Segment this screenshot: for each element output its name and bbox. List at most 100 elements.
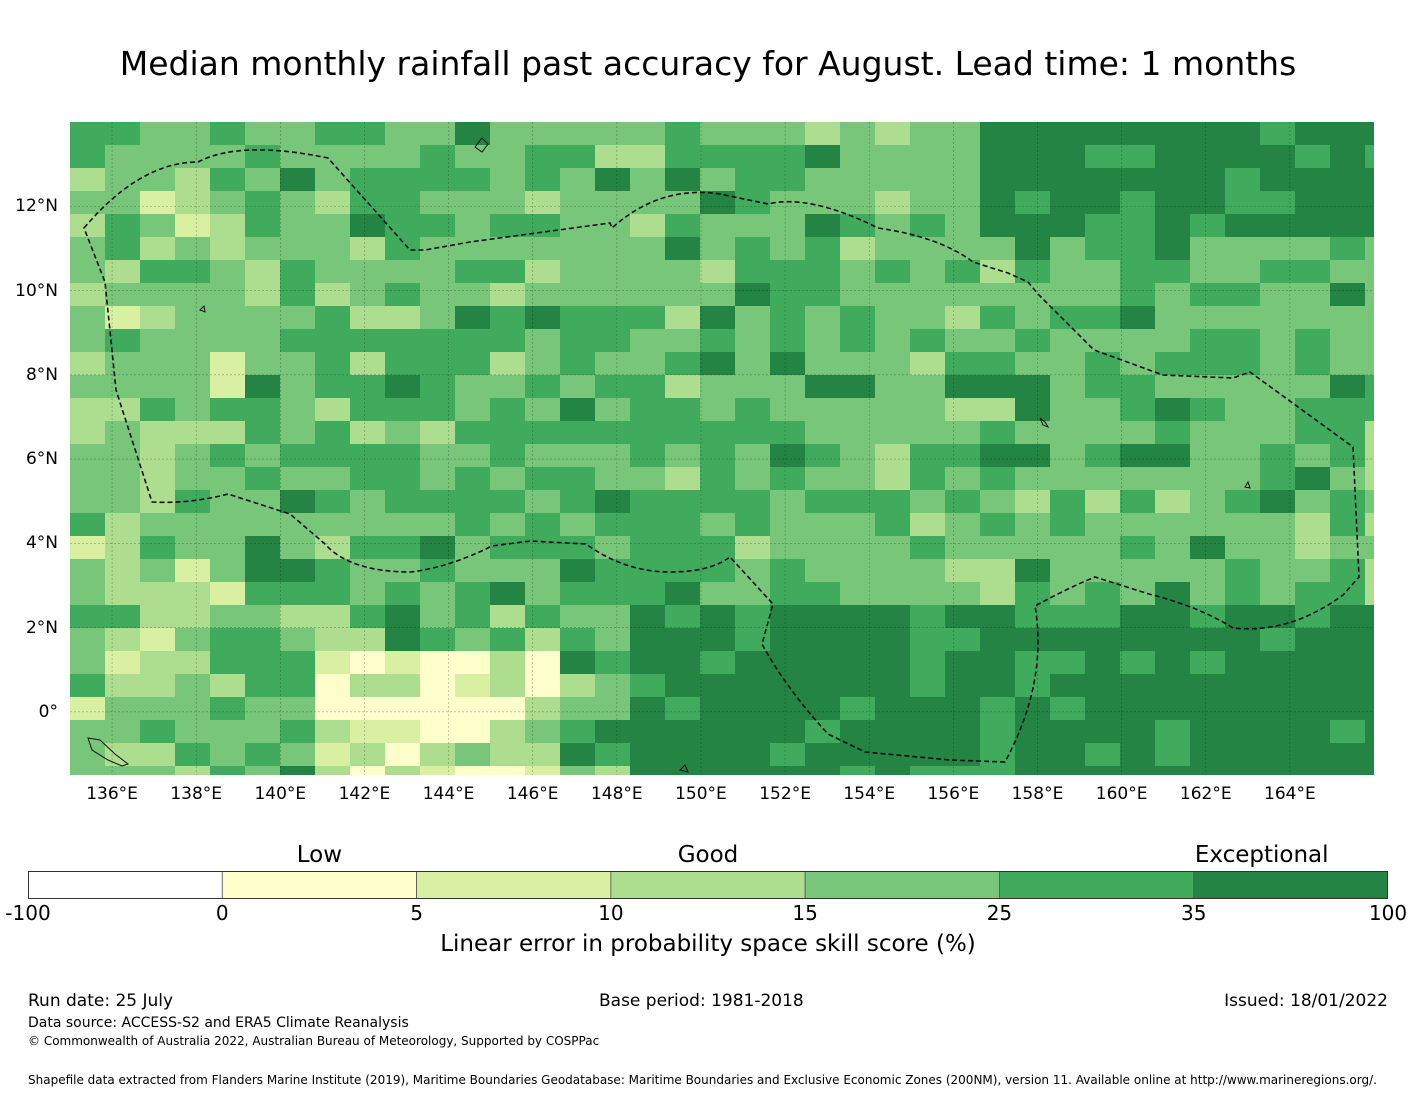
grid-cell [1260, 467, 1296, 491]
grid-cell [1050, 582, 1086, 606]
grid-cell [1155, 306, 1191, 330]
grid-cell [140, 375, 176, 399]
grid-cell [875, 168, 911, 192]
grid-cell [1330, 352, 1366, 376]
grid-cell [1225, 674, 1261, 698]
grid-cell [665, 651, 701, 675]
grid-cell [175, 398, 211, 422]
grid-cell [490, 766, 526, 775]
grid-cell [700, 421, 736, 445]
grid-cell [70, 582, 106, 606]
grid-cell [1190, 467, 1226, 491]
grid-cell [875, 122, 911, 146]
grid-cell [665, 513, 701, 537]
grid-cell [875, 375, 911, 399]
grid-cell [455, 306, 491, 330]
grid-cell [1295, 145, 1331, 169]
grid-cell [245, 352, 281, 376]
grid-cell [1330, 283, 1366, 307]
grid-cell [140, 697, 176, 721]
grid-cell [805, 306, 841, 330]
grid-cell [1015, 145, 1051, 169]
grid-cell [1190, 674, 1226, 698]
grid-cell [770, 145, 806, 169]
colorbar-tick-label: 10 [598, 901, 624, 925]
grid-cell [1295, 605, 1331, 629]
grid-cell [1190, 191, 1226, 215]
grid-cell [665, 145, 701, 169]
grid-cell [245, 398, 281, 422]
grid-cell [490, 697, 526, 721]
grid-cell [455, 122, 491, 146]
grid-cell [1365, 582, 1374, 606]
grid-cell [210, 122, 246, 146]
grid-cell [455, 536, 491, 560]
legend-category-label: Exceptional [1194, 842, 1329, 868]
grid-cell [280, 191, 316, 215]
grid-cell [1190, 582, 1226, 606]
grid-cell [420, 628, 456, 652]
grid-cell [140, 582, 176, 606]
grid-cell [1085, 260, 1121, 284]
grid-cell [1225, 168, 1261, 192]
grid-cell [105, 168, 141, 192]
grid-cell [1365, 237, 1374, 261]
grid-cell [700, 329, 736, 353]
grid-cell [210, 283, 246, 307]
grid-cell [385, 214, 421, 238]
grid-cell [595, 352, 631, 376]
grid-cell [980, 122, 1016, 146]
grid-cell [1295, 720, 1331, 744]
grid-cell [735, 490, 771, 514]
grid-cell [770, 306, 806, 330]
grid-cell [525, 720, 561, 744]
grid-cell [245, 306, 281, 330]
copyright: © Commonwealth of Australia 2022, Austra… [28, 1034, 600, 1048]
grid-cell [1225, 743, 1261, 767]
grid-cell [455, 720, 491, 744]
grid-cell [420, 743, 456, 767]
grid-cell [945, 145, 981, 169]
grid-cell [665, 605, 701, 629]
grid-cell [1260, 513, 1296, 537]
grid-cell [1120, 237, 1156, 261]
grid-cell [1050, 306, 1086, 330]
grid-cell [665, 467, 701, 491]
grid-cell [105, 306, 141, 330]
grid-cell [1155, 122, 1191, 146]
grid-cell [945, 168, 981, 192]
grid-cell [735, 122, 771, 146]
grid-cell [980, 260, 1016, 284]
grid-cell [875, 467, 911, 491]
grid-cell [735, 467, 771, 491]
grid-cell [1330, 743, 1366, 767]
grid-cell [1120, 352, 1156, 376]
grid-cell [1190, 168, 1226, 192]
grid-cell [1050, 490, 1086, 514]
grid-cell [1295, 237, 1331, 261]
grid-cell [140, 674, 176, 698]
grid-cell [1225, 628, 1261, 652]
grid-cell [735, 237, 771, 261]
grid-cell [1085, 352, 1121, 376]
grid-cell [1155, 283, 1191, 307]
grid-cell [105, 283, 141, 307]
grid-cell [875, 145, 911, 169]
grid-cell [1015, 329, 1051, 353]
colorbar-frame [28, 871, 1388, 899]
grid-cell [105, 352, 141, 376]
grid-cell [630, 168, 666, 192]
grid-cell [700, 283, 736, 307]
grid-cell [875, 674, 911, 698]
grid-cell [875, 559, 911, 583]
grid-cell [420, 191, 456, 215]
grid-cell [210, 605, 246, 629]
grid-cell [1120, 398, 1156, 422]
grid-cell [245, 720, 281, 744]
x-tick-label: 162°E [1179, 784, 1232, 804]
grid-cell [910, 421, 946, 445]
grid-cell [875, 490, 911, 514]
grid-cell [630, 421, 666, 445]
grid-cell [210, 352, 246, 376]
grid-cell [490, 444, 526, 468]
